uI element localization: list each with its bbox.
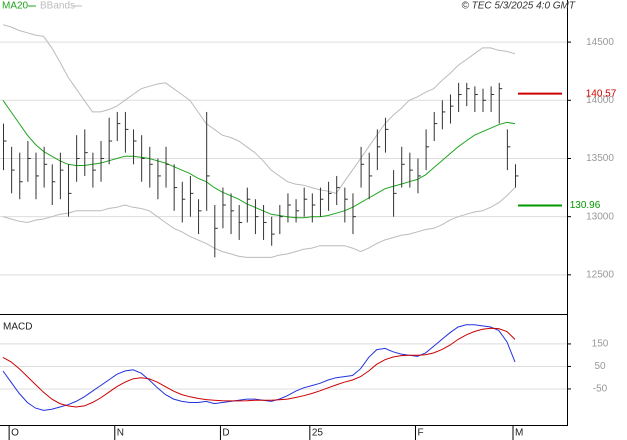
y-tick-label: -50 [593,384,608,395]
x-tick-label: M [515,428,523,439]
credit: © TEC 5/3/2025 4:0 GMT [461,1,575,12]
macd-line [2,327,516,408]
band-upper [2,24,516,194]
band-lower [2,187,516,258]
x-tick-label: F [417,428,423,439]
legend-label: MA20 [2,1,29,12]
x-tick-label: N [117,428,124,439]
y-tick-label: 150 [592,339,609,350]
legend-label: BBands [40,1,75,12]
price-marker-label: 130.96 [570,200,601,211]
y-tick-label: 14500 [586,37,614,48]
y-tick-label: 14000 [586,95,614,106]
y-tick-label: 12500 [586,269,614,280]
y-tick-label: 13000 [586,211,614,222]
x-tick-label: D [222,428,229,439]
ma-line [2,100,516,219]
y-tick-label: 13500 [586,153,614,164]
x-tick-label: O [11,428,19,439]
y-tick-label: 50 [594,361,606,372]
macd-line [2,324,516,411]
pane-title: MACD [3,322,32,333]
x-tick-label: 25 [312,428,324,439]
price-marker-label: 140.57 [586,88,617,99]
